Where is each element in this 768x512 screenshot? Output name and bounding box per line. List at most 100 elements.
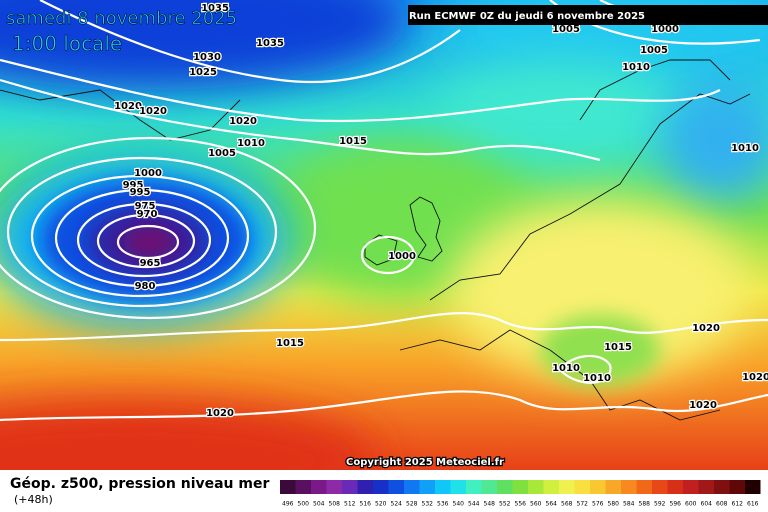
- isobar-label: 1020: [692, 323, 720, 334]
- isobar-label: 1035: [256, 38, 284, 49]
- legend-label: 572: [577, 501, 589, 508]
- legend-swatch: [466, 480, 482, 494]
- isobar-label: 1010: [583, 373, 611, 384]
- legend-label: 600: [685, 501, 697, 508]
- legend-swatch: [729, 480, 745, 494]
- isobar-label: 1000: [388, 251, 416, 262]
- legend-swatch: [435, 480, 451, 494]
- legend-swatch: [512, 480, 528, 494]
- legend-swatch: [326, 480, 342, 494]
- legend-swatch: [481, 480, 497, 494]
- legend-swatch: [419, 480, 435, 494]
- run-info: Run ECMWF 0Z du jeudi 6 novembre 2025: [409, 11, 645, 22]
- legend-label: 544: [468, 501, 480, 508]
- legend-label: 568: [561, 501, 573, 508]
- legend-swatch: [652, 480, 668, 494]
- legend-label: 508: [329, 501, 341, 508]
- legend-swatch: [311, 480, 327, 494]
- legend-label: 536: [437, 501, 449, 508]
- legend-label: 540: [453, 501, 465, 508]
- legend-swatch: [559, 480, 575, 494]
- isobar-label: 1010: [731, 143, 759, 154]
- legend-swatch: [621, 480, 637, 494]
- isobar-label: 1020: [139, 106, 167, 117]
- legend-label: 504: [313, 501, 325, 508]
- legend-label: 496: [282, 501, 294, 508]
- legend-label: 564: [546, 501, 558, 508]
- legend-swatch: [605, 480, 621, 494]
- legend-label: 612: [732, 501, 744, 508]
- legend-swatch: [450, 480, 466, 494]
- isobar-label: 1020: [114, 101, 142, 112]
- legend-swatch: [280, 480, 296, 494]
- isobar-label: 1015: [604, 342, 632, 353]
- legend-swatch: [636, 480, 652, 494]
- footer-title: Géop. z500, pression niveau mer: [10, 476, 269, 492]
- isobar-label: 1035: [201, 3, 229, 14]
- legend-swatch: [574, 480, 590, 494]
- isobar-label: 1015: [339, 136, 367, 147]
- isobar-label: 1010: [237, 138, 265, 149]
- legend-label: 528: [406, 501, 418, 508]
- legend-label: 588: [639, 501, 651, 508]
- legend-swatch: [295, 480, 311, 494]
- legend-label: 520: [375, 501, 387, 508]
- legend-swatch: [543, 480, 559, 494]
- isobar-label: 980: [135, 281, 156, 292]
- isobar-label: 1000: [134, 168, 162, 179]
- isobar-label: 970: [137, 209, 158, 220]
- legend-swatch: [357, 480, 373, 494]
- legend-label: 616: [747, 501, 759, 508]
- legend-swatch: [683, 480, 699, 494]
- legend: 496 500 504 508 512 516 520 524 528 532 536 540 544 5…: [280, 480, 761, 508]
- isobar-label: 1015: [276, 338, 304, 349]
- isobar-label: 1020: [689, 400, 717, 411]
- time: 1:00 locale: [12, 32, 122, 56]
- legend-label: 596: [670, 501, 682, 508]
- isobar-label: 1005: [208, 148, 236, 159]
- isobar-label: 975: [135, 201, 156, 212]
- isobar-label: 1020: [206, 408, 234, 419]
- legend-swatch: [528, 480, 544, 494]
- date: samedi 8 novembre 2025: [6, 8, 237, 29]
- legend-swatch: [497, 480, 513, 494]
- legend-label: 580: [608, 501, 620, 508]
- isobar-label: 965: [140, 258, 161, 269]
- legend-swatch: [745, 480, 761, 494]
- isobar-label: 995: [123, 180, 144, 191]
- isobar-label: 1030: [193, 52, 221, 63]
- legend-swatch: [388, 480, 404, 494]
- legend-label: 576: [592, 501, 604, 508]
- legend-label: 608: [716, 501, 728, 508]
- legend-label: 604: [701, 501, 713, 508]
- isobar-label: 1020: [742, 372, 768, 383]
- legend-swatch: [667, 480, 683, 494]
- legend-swatch: [698, 480, 714, 494]
- copyright: Copyright 2025 Meteociel.fr: [346, 457, 504, 468]
- legend-label: 516: [360, 501, 372, 508]
- legend-label: 556: [515, 501, 527, 508]
- legend-swatch: [404, 480, 420, 494]
- isobar-label: 1010: [622, 62, 650, 73]
- isobar-label: 1005: [552, 24, 580, 35]
- legend-label: 592: [654, 501, 666, 508]
- lead-time: (+48h): [14, 493, 53, 506]
- legend-swatch: [373, 480, 389, 494]
- legend-swatch: [342, 480, 358, 494]
- legend-label: 548: [484, 501, 496, 508]
- isobar-label: 1000: [651, 24, 679, 35]
- legend-swatch: [714, 480, 730, 494]
- legend-label: 500: [298, 501, 310, 508]
- isobar-label: 1020: [229, 116, 257, 127]
- isobar-label: 1010: [552, 363, 580, 374]
- run-banner: [408, 5, 768, 25]
- isobars: [0, 0, 768, 420]
- legend-label: 532: [422, 501, 434, 508]
- isobar-label: 1025: [189, 67, 217, 78]
- legend-label: 584: [623, 501, 635, 508]
- legend-label: 560: [530, 501, 542, 508]
